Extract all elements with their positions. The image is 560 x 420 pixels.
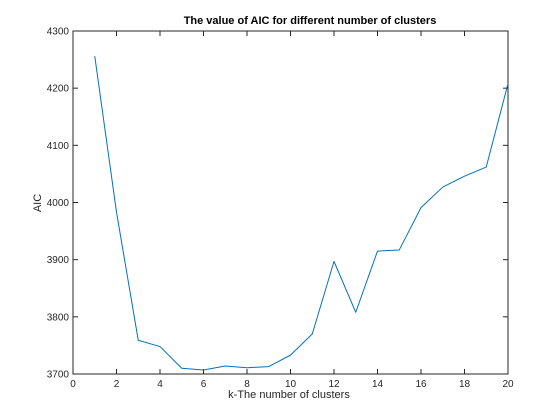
y-tick-label: 4100 <box>47 141 70 152</box>
y-axis-label: AIC <box>32 194 44 212</box>
series-layer <box>94 56 509 371</box>
y-tick-label: 3800 <box>47 312 70 323</box>
x-axis-ticks: 0 2 4 6 8 10 12 14 16 18 20 <box>70 31 514 390</box>
chart-title: The value of AIC for different number of… <box>184 15 437 27</box>
x-tick-label: 0 <box>70 379 76 390</box>
y-tick-label: 3700 <box>47 370 70 381</box>
x-tick-label: 10 <box>285 379 297 390</box>
x-tick-label: 12 <box>328 379 340 390</box>
x-tick-label: 16 <box>415 379 427 390</box>
y-tick-label: 4300 <box>47 27 70 38</box>
x-axis-label: k-The number of clusters <box>228 389 350 401</box>
x-tick-label: 14 <box>372 379 384 390</box>
x-tick-label: 20 <box>502 379 514 390</box>
x-tick-label: 4 <box>157 379 163 390</box>
x-tick-label: 8 <box>244 379 250 390</box>
plot-frame <box>72 30 509 375</box>
series-line-0 <box>94 56 509 371</box>
plot-box <box>72 30 509 375</box>
y-tick-label: 4200 <box>47 84 70 95</box>
y-axis-ticks: 3700 3800 3900 4000 4100 4200 4300 <box>47 27 508 381</box>
y-tick-label: 3900 <box>47 255 70 266</box>
x-tick-label: 2 <box>114 379 120 390</box>
x-tick-label: 6 <box>201 379 207 390</box>
y-tick-label: 4000 <box>47 198 70 209</box>
x-tick-label: 18 <box>459 379 471 390</box>
